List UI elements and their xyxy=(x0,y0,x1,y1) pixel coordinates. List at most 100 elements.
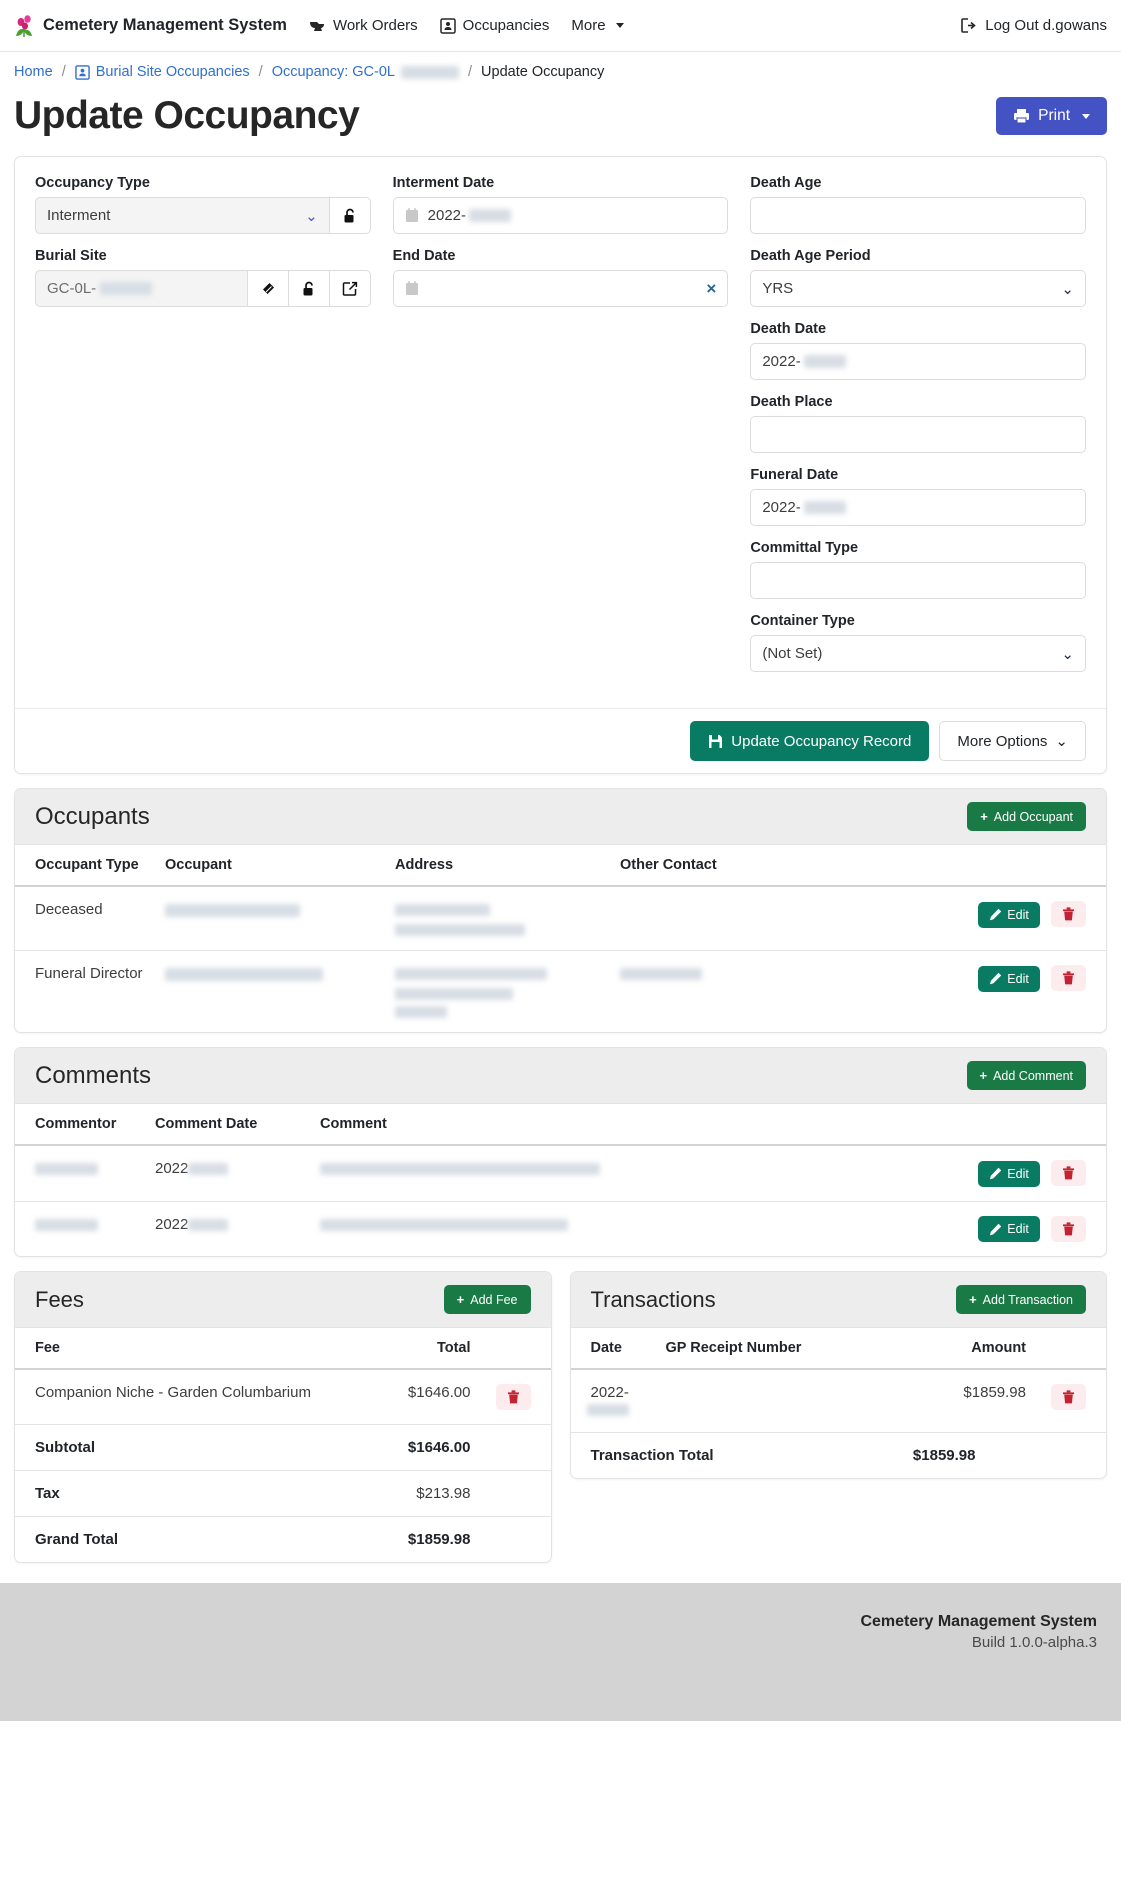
brand-logo[interactable]: Cemetery Management System xyxy=(14,14,287,38)
nav-item-occupancies[interactable]: Occupancies xyxy=(439,17,549,34)
field-committal-type: Committal Type xyxy=(750,540,1086,599)
add-comment-label: Add Comment xyxy=(993,1068,1073,1083)
fee-name-cell: Companion Niche - Garden Columbarium xyxy=(15,1369,392,1426)
occupancy-form-grid: Occupancy Type Interment ⌄ xyxy=(35,175,1086,686)
occupancy-type-select[interactable]: Interment ⌄ xyxy=(35,197,330,234)
pencil-icon xyxy=(989,972,1002,985)
page-title: Update Occupancy xyxy=(14,94,360,137)
breadcrumb-separator: / xyxy=(258,64,263,80)
financial-section: Fees + Add Fee Fee Total Companion Niche… xyxy=(0,1271,1121,1577)
delete-occupant-button[interactable] xyxy=(1051,965,1086,992)
trash-icon xyxy=(507,1390,520,1404)
col-other-contact: Other Contact xyxy=(620,845,842,887)
occupancy-type-value: Interment xyxy=(47,207,111,224)
col-amount: Amount xyxy=(912,1328,1036,1371)
delete-transaction-button[interactable] xyxy=(1051,1384,1086,1411)
comment-cell xyxy=(320,1145,956,1202)
burial-site-clear-button[interactable] xyxy=(247,270,289,307)
col-date: Date xyxy=(570,1328,666,1371)
breadcrumb-burial-site-occupancies[interactable]: Burial Site Occupancies xyxy=(74,64,250,80)
redacted-address-line3 xyxy=(395,1006,447,1019)
interment-date-input[interactable]: 2022- xyxy=(392,197,729,234)
trash-icon xyxy=(1062,907,1075,921)
add-fee-button[interactable]: + Add Fee xyxy=(443,1285,531,1315)
death-age-period-select[interactable]: YRS ⌄ xyxy=(750,270,1086,307)
edit-label: Edit xyxy=(1007,971,1029,986)
burial-site-lock-button[interactable] xyxy=(288,270,330,307)
breadcrumb-home[interactable]: Home xyxy=(14,64,53,80)
nav-item-more[interactable]: More xyxy=(571,17,624,34)
field-end-date: End Date × xyxy=(392,248,729,307)
logout-button[interactable]: Log Out d.gowans xyxy=(961,17,1107,34)
grand-total-label: Grand Total xyxy=(35,1531,119,1549)
table-row: 2022- $1859.98 xyxy=(570,1369,1106,1434)
redacted-comment-date xyxy=(188,1218,229,1231)
redacted-occupancy-id xyxy=(401,65,459,79)
chevron-down-icon: ⌄ xyxy=(1055,733,1068,750)
occupant-cell xyxy=(165,951,395,1033)
add-occupant-button[interactable]: + Add Occupant xyxy=(967,802,1086,831)
update-occupancy-record-button[interactable]: Update Occupancy Record xyxy=(690,721,930,761)
delete-occupant-button[interactable] xyxy=(1051,901,1086,927)
nav-item-work-orders[interactable]: Work Orders xyxy=(309,17,418,34)
burial-site-input[interactable]: GC-0L- xyxy=(35,270,248,307)
edit-occupant-button[interactable]: Edit xyxy=(978,901,1040,928)
row-actions xyxy=(1036,1369,1106,1434)
row-actions: Edit xyxy=(841,951,1106,1033)
print-button[interactable]: Print xyxy=(996,97,1107,135)
fee-total-cell: $1646.00 xyxy=(391,1369,481,1426)
more-options-button[interactable]: More Options ⌄ xyxy=(939,721,1086,761)
comments-panel: Comments + Add Comment Commentor Comment… xyxy=(14,1047,1107,1258)
field-death-place: Death Place xyxy=(750,394,1086,453)
col-gp-receipt-number: GP Receipt Number xyxy=(665,1328,913,1371)
col-actions xyxy=(841,845,1106,887)
edit-comment-button[interactable]: Edit xyxy=(978,1216,1040,1243)
breadcrumb-occupancy[interactable]: Occupancy: GC-0L xyxy=(272,64,459,80)
edit-comment-button[interactable]: Edit xyxy=(978,1160,1040,1187)
table-row: Funeral Director E xyxy=(15,951,1106,1033)
edit-occupant-button[interactable]: Edit xyxy=(978,965,1040,992)
occupants-table-head: Occupant Type Occupant Address Other Con… xyxy=(15,845,1106,887)
death-date-input[interactable]: 2022- xyxy=(750,343,1086,380)
save-icon xyxy=(708,734,723,749)
fees-tax-row: Tax $213.98 xyxy=(15,1470,551,1518)
col-fee-total: Total xyxy=(391,1328,481,1371)
end-date-input[interactable]: × xyxy=(392,270,729,307)
death-place-input[interactable] xyxy=(750,416,1086,453)
unlock-icon xyxy=(343,208,357,224)
delete-comment-button[interactable] xyxy=(1051,1160,1086,1187)
col-comment: Comment xyxy=(320,1104,956,1147)
grand-total-value: $1859.98 xyxy=(407,1531,471,1549)
field-occupancy-type: Occupancy Type Interment ⌄ xyxy=(35,175,371,234)
add-comment-button[interactable]: + Add Comment xyxy=(966,1061,1086,1091)
trash-icon xyxy=(1062,971,1075,985)
transactions-title: Transactions xyxy=(590,1286,716,1312)
add-transaction-button[interactable]: + Add Transaction xyxy=(956,1285,1086,1315)
transaction-amount-cell: $1859.98 xyxy=(912,1369,1036,1434)
table-row: Companion Niche - Garden Columbarium $16… xyxy=(15,1369,551,1426)
subtotal-label: Subtotal xyxy=(15,1424,392,1472)
container-type-select[interactable]: (Not Set) ⌄ xyxy=(750,635,1086,672)
plus-icon: + xyxy=(969,1292,977,1308)
clear-end-date-icon[interactable]: × xyxy=(706,278,717,298)
table-row: 2022 Edit xyxy=(15,1201,1106,1256)
comments-table-head: Commentor Comment Date Comment xyxy=(15,1104,1106,1147)
pencil-icon xyxy=(989,1223,1002,1236)
funeral-date-input[interactable]: 2022- xyxy=(750,489,1086,526)
delete-fee-button[interactable] xyxy=(495,1384,531,1411)
death-age-input[interactable] xyxy=(750,197,1086,234)
edit-label: Edit xyxy=(1007,1222,1029,1237)
redacted-transaction-date xyxy=(586,1404,629,1417)
col-actions xyxy=(956,1104,1106,1147)
trash-icon xyxy=(1062,1221,1075,1236)
occupancy-type-lock-button[interactable] xyxy=(329,197,371,234)
fees-subtotal-row: Subtotal $1646.00 xyxy=(15,1424,551,1472)
footer-build-version: Build 1.0.0-alpha.3 xyxy=(971,1634,1097,1652)
col-fee: Fee xyxy=(15,1328,392,1371)
delete-comment-button[interactable] xyxy=(1051,1215,1086,1242)
plus-icon: + xyxy=(980,809,988,824)
committal-type-input[interactable] xyxy=(750,562,1086,599)
burial-site-open-button[interactable] xyxy=(329,270,371,307)
redacted-comment-text xyxy=(320,1163,600,1176)
fees-grand-total-row: Grand Total $1859.98 xyxy=(15,1517,551,1563)
